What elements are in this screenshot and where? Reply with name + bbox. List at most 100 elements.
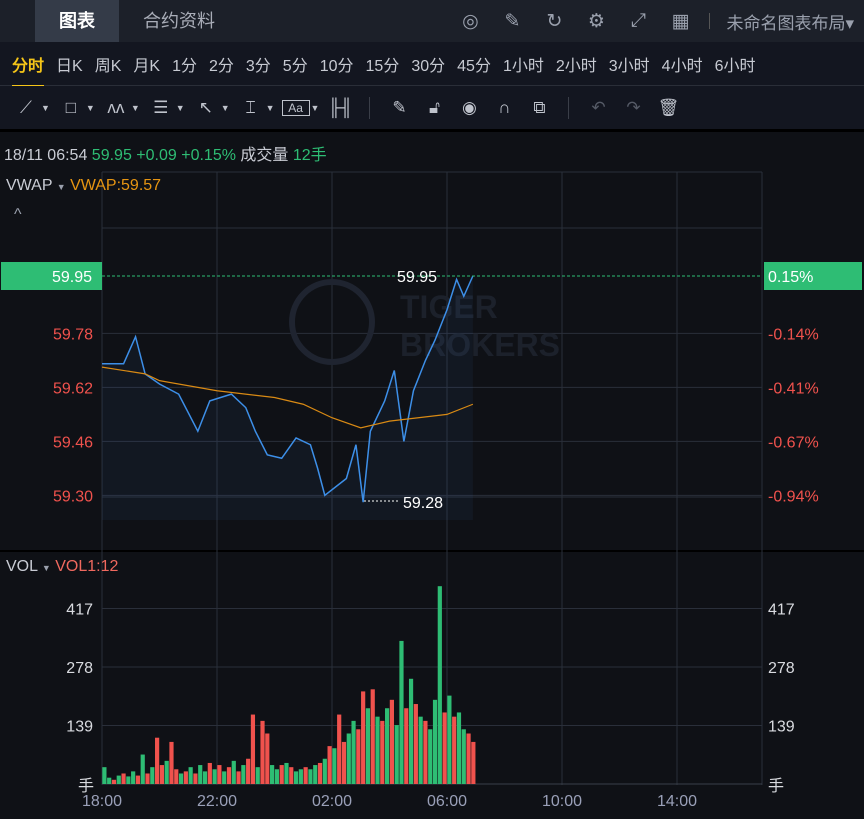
watermark-text-2: BROKERS	[400, 327, 560, 363]
unlock-icon[interactable]: 🔓︎	[428, 97, 440, 117]
text-icon[interactable]: Aa	[281, 99, 310, 116]
volume-bar	[217, 765, 222, 784]
timeframe-14[interactable]: 3小时	[608, 57, 650, 75]
vol-unit-label-right: 手	[768, 777, 784, 795]
volume-bar	[375, 716, 380, 784]
speedometer-icon[interactable]: ◎	[462, 10, 479, 32]
volume-bar	[183, 771, 188, 784]
timeframe-3[interactable]: 月K	[133, 57, 161, 75]
timeframe-11[interactable]: 45分	[457, 57, 491, 75]
vol-value: VOL1:12	[55, 558, 119, 575]
timeframe-4[interactable]: 1分	[172, 57, 197, 75]
timeframe-13[interactable]: 2小时	[555, 57, 597, 75]
timeframe-6[interactable]: 3分	[245, 57, 271, 75]
fibonacci-icon[interactable]: ☰	[153, 97, 169, 117]
volume-bar	[155, 737, 160, 784]
divider	[709, 13, 711, 29]
watermark-text-1: TIGER	[400, 289, 498, 325]
volume-bar	[207, 762, 212, 784]
tab-chart[interactable]: 图表	[35, 0, 119, 42]
timeframe-7[interactable]: 5分	[282, 57, 308, 75]
trendline-icon[interactable]: ⟋	[20, 97, 32, 117]
volume-bar	[303, 767, 308, 784]
volume-label: 成交量	[240, 147, 289, 164]
timeframe-8[interactable]: 10分	[319, 57, 354, 75]
timeframe-16[interactable]: 6小时	[714, 57, 756, 75]
measure-icon[interactable]: ⌶	[245, 97, 256, 117]
dropdown-icon[interactable]: ▼	[310, 102, 320, 113]
timeframe-5[interactable]: 2分	[208, 57, 234, 75]
volume-bar	[145, 773, 150, 784]
magnet-icon[interactable]: ∩	[498, 97, 511, 117]
time-axis-label: 14:00	[657, 793, 697, 810]
volume-bar	[361, 691, 366, 784]
dropdown-icon[interactable]: ▼	[130, 102, 140, 113]
vol-indicator-selector[interactable]: VOL ▼ VOL1:12	[6, 558, 119, 575]
volume-bar	[447, 695, 452, 784]
price-info-line: 18/11 06:54 59.95 +0.09 +0.15% 成交量 12手	[4, 141, 327, 165]
settings-icon[interactable]: ⚙	[587, 10, 605, 32]
pct-tick-label: -0.14%	[768, 326, 819, 343]
volume-bar	[121, 773, 126, 784]
vol-tick-label-right: 278	[768, 660, 795, 677]
timeframe-9[interactable]: 15分	[365, 57, 400, 75]
volume-bar	[432, 699, 438, 784]
volume-bar	[265, 733, 270, 784]
undo-icon[interactable]: ↶	[591, 97, 606, 117]
divider	[568, 96, 570, 119]
layout-grid-icon[interactable]: ▦	[671, 10, 690, 32]
volume-bar	[159, 765, 164, 784]
edit-icon[interactable]: ✎	[504, 10, 521, 32]
volume-bar	[428, 729, 433, 784]
volume-bar	[356, 729, 361, 784]
clone-icon[interactable]: ⧉	[533, 97, 546, 117]
volume-bar	[111, 779, 117, 784]
eye-icon[interactable]: ◉	[462, 97, 477, 117]
timeframe-10[interactable]: 30分	[411, 57, 446, 75]
redo-icon[interactable]: ↷	[626, 97, 641, 117]
collapse-icon[interactable]: ^	[14, 206, 22, 223]
volume-bar	[222, 771, 227, 784]
candles-icon[interactable]: ╟╢	[328, 97, 353, 117]
volume-bar	[255, 767, 260, 784]
volume-bar	[370, 689, 375, 784]
pencil-icon[interactable]: ✎	[392, 97, 407, 117]
timeframe-12[interactable]: 1小时	[502, 57, 544, 75]
current-price-tag	[1, 262, 102, 290]
volume-bar	[131, 771, 136, 784]
pattern-icon[interactable]: ᴧᴧ	[107, 97, 125, 117]
current-pct-tag	[764, 262, 862, 290]
volume-bar	[317, 762, 323, 784]
dropdown-icon[interactable]: ▼	[175, 102, 185, 113]
volume-bar	[423, 720, 428, 784]
vol-name: VOL	[6, 558, 38, 575]
indicator-selector[interactable]: VWAP ▼ VWAP:59.57	[6, 177, 162, 194]
volume-bar	[279, 765, 284, 784]
dropdown-icon[interactable]: ▼	[265, 102, 275, 113]
volume-bar	[365, 708, 371, 784]
dropdown-icon[interactable]: ▼	[85, 102, 95, 113]
timeframe-1[interactable]: 日K	[56, 57, 83, 75]
dropdown-icon[interactable]: ▼	[41, 102, 50, 113]
layout-selector[interactable]: 未命名图表布局▾	[726, 13, 854, 33]
arrow-icon[interactable]: ↖	[198, 97, 213, 117]
fullscreen-icon[interactable]: ⤢	[630, 10, 647, 31]
price-area	[102, 276, 473, 520]
timeframe-15[interactable]: 4小时	[661, 57, 703, 75]
trash-icon[interactable]: 🗑︎	[657, 97, 680, 117]
vol-tick-label: 139	[66, 719, 93, 736]
time-axis-label: 06:00	[427, 793, 467, 810]
volume-bar	[178, 773, 184, 784]
vwap-value: VWAP:59.57	[70, 177, 162, 194]
tab-contract-info[interactable]: 合约资料	[143, 11, 215, 31]
volume-bar	[437, 586, 442, 784]
volume-bar	[408, 678, 414, 784]
volume-bar	[385, 708, 390, 784]
vol-tick-label: 278	[66, 660, 93, 677]
volume-bar	[389, 699, 394, 784]
refresh-icon[interactable]: ↻	[546, 10, 563, 32]
dropdown-icon[interactable]: ▼	[220, 102, 230, 113]
rectangle-icon[interactable]: □	[65, 97, 77, 117]
timeframe-2[interactable]: 周K	[94, 57, 122, 75]
